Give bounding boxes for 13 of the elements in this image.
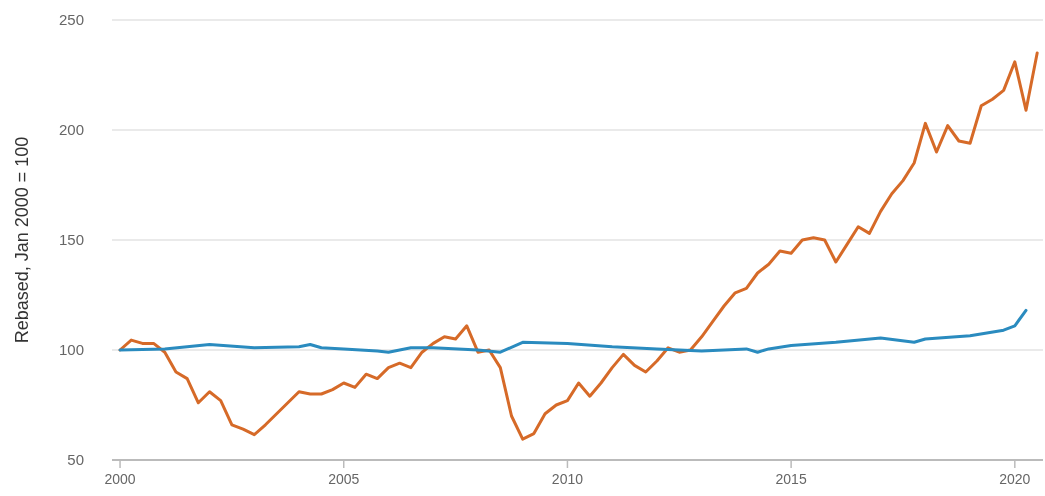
y-tick-label: 200 <box>58 121 84 138</box>
y-axis-title: Rebased, Jan 2000 = 100 <box>12 136 32 344</box>
x-tick-label: 2020 <box>999 471 1031 487</box>
x-tick-label: 2005 <box>328 471 360 487</box>
line-series <box>118 51 1039 441</box>
y-tick-label: 100 <box>58 341 84 358</box>
x-tick-label: 2015 <box>775 471 807 487</box>
x-tick-label: 2010 <box>551 471 584 487</box>
x-tick-label: 2000 <box>104 471 136 487</box>
y-tick-label: 50 <box>67 451 84 468</box>
y-tick-label: 150 <box>58 231 84 248</box>
line-series <box>118 308 1028 354</box>
y-tick-label: 250 <box>58 11 84 28</box>
